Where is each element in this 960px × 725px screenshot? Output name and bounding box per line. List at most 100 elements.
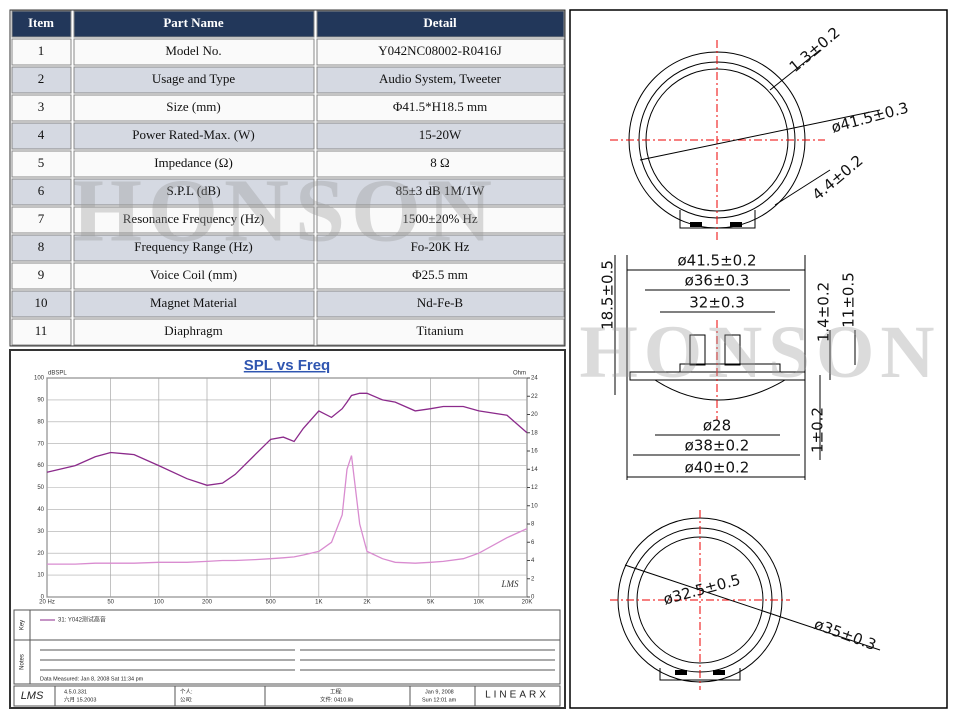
footer-file: 文件: 0410.lib: [320, 695, 353, 703]
table-cell: [316, 178, 565, 206]
chart-title: SPL vs Freq: [244, 357, 330, 374]
cell-text: Magnet Material: [150, 295, 237, 310]
y2-tick-label: 6: [531, 540, 535, 546]
footer-key: Key: [20, 620, 26, 630]
cell-text: Φ25.5 mm: [412, 267, 468, 282]
dimension-label: ø41.5±0.2: [678, 252, 757, 270]
table-cell: [11, 206, 72, 234]
y2-tick-label: 18: [531, 430, 538, 436]
header-text: Detail: [423, 15, 457, 30]
footer-measured: Data Measured: Jan 8, 2008 Sat 11:34 pm: [40, 676, 144, 682]
y2-tick-label: 12: [531, 485, 538, 491]
table-cell: [73, 290, 315, 318]
table-cell: [316, 318, 565, 346]
y-tick-label: 80: [37, 419, 44, 425]
footer-version: 4.5.0.331: [64, 689, 87, 695]
footer-logo: LMS: [21, 690, 44, 702]
x-tick-label: 2K: [363, 600, 370, 606]
cell-text: Frequency Range (Hz): [134, 239, 252, 254]
technical-drawing: [610, 40, 881, 690]
cell-text: Impedance (Ω): [154, 155, 233, 170]
y-tick-label: 100: [34, 376, 45, 382]
table-cell: [73, 122, 315, 150]
dimension-label: ø40±0.2: [685, 459, 750, 477]
dimension-label: 1±0.2: [809, 407, 827, 453]
table-cell: [73, 318, 315, 346]
y2-axis-label: Ohm: [513, 371, 526, 377]
header-cell: [316, 10, 565, 38]
table-cell: [73, 94, 315, 122]
x-tick-label: 200: [202, 600, 213, 606]
footer-company: 公司:: [180, 696, 193, 703]
watermark: HONSON: [579, 311, 940, 394]
footer-person: 个人:: [180, 688, 193, 695]
table-cell: [316, 122, 565, 150]
x-tick-label: 10K: [473, 600, 484, 606]
table-cell: [316, 262, 565, 290]
cell-text: 4: [38, 127, 45, 142]
y-tick-label: 20: [37, 551, 44, 557]
y-tick-label: 60: [37, 463, 44, 469]
table-cell: [73, 66, 315, 94]
y-tick-label: 90: [37, 397, 44, 403]
cell-text: 8: [38, 239, 45, 254]
footer-time: Sun 12:01 am: [422, 697, 457, 703]
header-cell: [11, 10, 72, 38]
cell-text: 15-20W: [419, 127, 462, 142]
table-cell: [316, 234, 565, 262]
x-tick-label: 50: [107, 600, 114, 606]
legend-entry: 31: Y042测试高音: [58, 616, 106, 624]
y2-tick-label: 8: [531, 522, 535, 528]
cell-text: Titanium: [416, 323, 463, 338]
table-frame: [9, 9, 566, 347]
cell-text: 85±3 dB 1M/1W: [396, 183, 485, 198]
table-cell: [11, 66, 72, 94]
cell-text: Diaphragm: [164, 323, 222, 338]
cell-text: 5: [38, 155, 45, 170]
x-tick-label: 20K: [522, 600, 533, 606]
table-cell: [11, 290, 72, 318]
table-cell: [11, 150, 72, 178]
header-cell: [73, 10, 315, 38]
table-cell: [11, 94, 72, 122]
table-cell: [316, 206, 565, 234]
table-cell: [316, 66, 565, 94]
dimension-label: ø36±0.3: [685, 272, 750, 290]
watermark: HONSON: [72, 162, 498, 261]
y-tick-label: 70: [37, 441, 44, 447]
dimension-label: ø28: [703, 417, 731, 435]
y-tick-label: 30: [37, 529, 44, 535]
y2-tick-label: 14: [531, 467, 538, 473]
y2-tick-label: 10: [531, 503, 538, 509]
cell-text: Usage and Type: [152, 71, 236, 86]
footer-date: Jan 9, 2008: [425, 689, 454, 695]
cell-text: 8 Ω: [430, 155, 449, 170]
footer-version-date: 六月 15.2003: [64, 695, 96, 703]
dimension-label: 32±0.3: [689, 294, 745, 312]
cell-text: 10: [35, 295, 48, 310]
table-cell: [316, 94, 565, 122]
cell-text: 3: [38, 99, 45, 114]
table-cell: [73, 38, 315, 66]
y2-tick-label: 2: [531, 576, 535, 582]
y2-tick-label: 4: [531, 558, 535, 564]
y2-tick-label: 16: [531, 449, 538, 455]
cell-text: Fo-20K Hz: [411, 239, 470, 254]
series-line: [47, 455, 528, 565]
table-cell: [11, 38, 72, 66]
table-cell: [73, 262, 315, 290]
dimension-label: 1.4±0.2: [815, 282, 833, 342]
cell-text: 6: [38, 183, 45, 198]
footer-brand: LINEARX: [485, 690, 549, 701]
cell-text: Resonance Frequency (Hz): [123, 211, 265, 226]
header-text: Item: [28, 15, 54, 30]
cell-text: 2: [38, 71, 45, 86]
table-cell: [73, 234, 315, 262]
table-cell: [73, 150, 315, 178]
cell-text: Size (mm): [166, 99, 221, 114]
y-tick-label: 50: [37, 485, 44, 491]
chart-logo: LMS: [500, 579, 519, 589]
cell-text: Audio System, Tweeter: [379, 71, 502, 86]
footer-notes: Notes: [20, 654, 26, 670]
x-tick-label: 500: [266, 600, 277, 606]
